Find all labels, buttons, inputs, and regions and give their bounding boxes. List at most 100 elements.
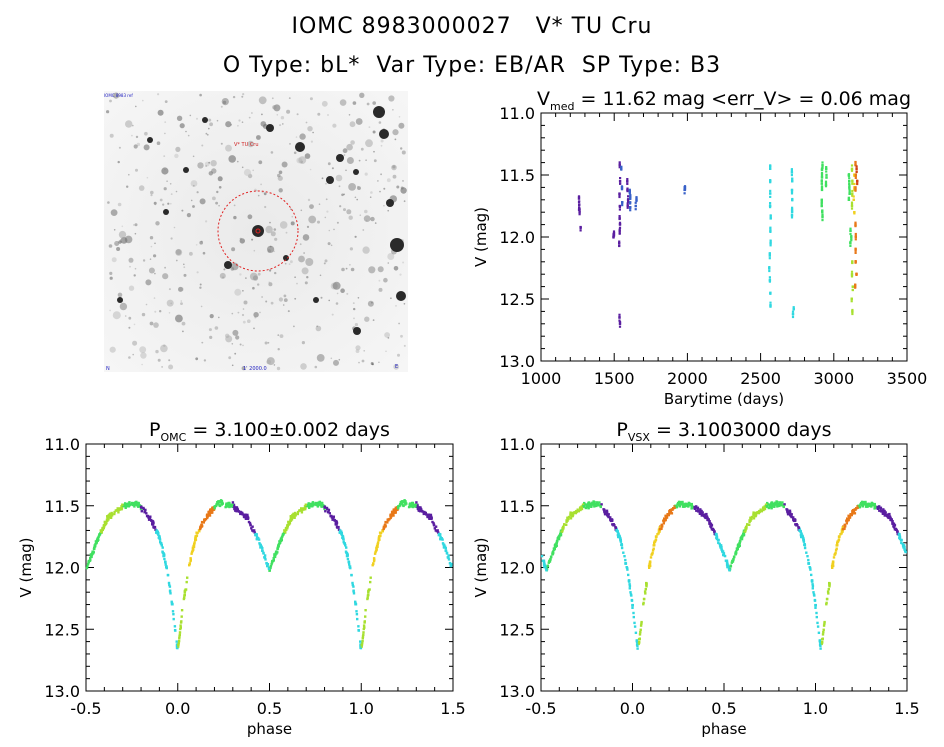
phase-point bbox=[628, 583, 631, 586]
phase-point bbox=[86, 565, 89, 568]
phase-point bbox=[754, 512, 757, 515]
phase-point bbox=[748, 519, 751, 522]
finder-star bbox=[218, 316, 220, 319]
lightcurve-point bbox=[792, 308, 795, 311]
phase-point bbox=[827, 588, 830, 591]
lightcurve-point bbox=[769, 167, 772, 170]
phase-point bbox=[101, 527, 104, 530]
phase-point bbox=[847, 518, 850, 522]
phase-point bbox=[362, 631, 365, 634]
phase-point bbox=[366, 597, 369, 601]
finder-bright-star bbox=[386, 199, 394, 207]
x-tick-label: 1.5 bbox=[894, 699, 919, 718]
phase-point bbox=[648, 566, 651, 569]
finder-star bbox=[109, 133, 114, 138]
phase-point bbox=[433, 527, 436, 530]
phase-point bbox=[215, 503, 218, 507]
finder-star bbox=[338, 358, 341, 361]
finder-star bbox=[180, 302, 183, 305]
phase-point bbox=[120, 506, 124, 510]
finder-star bbox=[243, 168, 252, 177]
lightcurve-point bbox=[851, 308, 854, 312]
phase-point bbox=[664, 518, 667, 522]
phase-point bbox=[665, 515, 668, 518]
phase-point bbox=[628, 580, 631, 583]
phase-point bbox=[192, 548, 195, 551]
phase-point bbox=[628, 587, 631, 590]
finder-star bbox=[290, 260, 293, 264]
phase-point bbox=[619, 537, 622, 540]
phase-point bbox=[128, 504, 131, 507]
plot-frame bbox=[540, 443, 908, 692]
phase-point bbox=[713, 530, 716, 533]
finder-star bbox=[209, 122, 214, 127]
phase-point bbox=[777, 502, 780, 506]
phase-point bbox=[796, 524, 799, 527]
lightcurve-point bbox=[618, 325, 622, 328]
phase-point bbox=[775, 501, 778, 504]
phase-point bbox=[184, 588, 188, 591]
phase-point bbox=[362, 627, 365, 631]
phase-point bbox=[891, 520, 894, 523]
lightcurve-point bbox=[769, 242, 772, 245]
phase-point bbox=[687, 501, 690, 505]
lightcurve-point bbox=[847, 198, 850, 201]
lightcurve-point bbox=[825, 176, 828, 179]
lightcurve-point bbox=[851, 260, 854, 263]
finder-star bbox=[167, 202, 170, 205]
phase-point bbox=[668, 510, 671, 514]
finder-star bbox=[372, 130, 376, 134]
phase-point bbox=[394, 511, 397, 514]
phase-point bbox=[680, 503, 683, 506]
phase-point bbox=[549, 558, 552, 561]
phase-point bbox=[856, 506, 859, 509]
phase-point bbox=[823, 622, 826, 625]
phase-point bbox=[421, 510, 424, 513]
phase-point bbox=[98, 534, 101, 537]
lightcurve-point bbox=[820, 188, 824, 192]
x-tick-label: 2500 bbox=[740, 369, 781, 388]
y-axis-label: V (mag) bbox=[17, 537, 35, 597]
finder-star bbox=[401, 150, 406, 155]
phase-point bbox=[853, 508, 856, 512]
finder-star bbox=[257, 283, 260, 286]
lightcurve-point bbox=[618, 316, 621, 319]
finder-star bbox=[267, 341, 270, 344]
phase-point bbox=[555, 541, 558, 544]
finder-star bbox=[383, 204, 385, 207]
phase-point bbox=[811, 580, 814, 583]
phase-point bbox=[220, 500, 224, 503]
phase-point bbox=[778, 503, 782, 506]
phase-point bbox=[93, 544, 96, 547]
phase-point bbox=[367, 591, 370, 594]
finder-star bbox=[200, 305, 203, 308]
finder-star bbox=[287, 310, 290, 313]
finder-star bbox=[118, 146, 121, 149]
phase-point bbox=[831, 560, 835, 563]
phase-point bbox=[729, 565, 733, 568]
lightcurve-point bbox=[790, 189, 794, 192]
finder-star bbox=[145, 279, 152, 286]
phase-point bbox=[711, 528, 715, 531]
phase-point bbox=[348, 563, 351, 566]
phase-point bbox=[848, 516, 852, 519]
phase-point bbox=[272, 558, 275, 561]
lightcurve-point bbox=[851, 194, 854, 197]
phase-point bbox=[844, 525, 847, 528]
phase-point bbox=[150, 519, 153, 522]
finder-star bbox=[106, 110, 110, 114]
phase-point bbox=[182, 597, 186, 601]
phase-point bbox=[428, 515, 431, 519]
phase-point bbox=[117, 508, 120, 511]
finder-star bbox=[142, 259, 146, 262]
phase-point bbox=[109, 515, 113, 518]
plot-title: Vmed = 11.62 mag <err_V> = 0.06 mag bbox=[537, 88, 911, 113]
finder-star bbox=[218, 186, 222, 189]
phase-point bbox=[696, 509, 700, 513]
finder-star bbox=[241, 166, 244, 169]
phase-point bbox=[613, 524, 616, 527]
phase-point bbox=[553, 547, 556, 550]
phase-point bbox=[264, 558, 267, 561]
phase-point bbox=[720, 545, 723, 549]
phase-point bbox=[840, 532, 843, 535]
